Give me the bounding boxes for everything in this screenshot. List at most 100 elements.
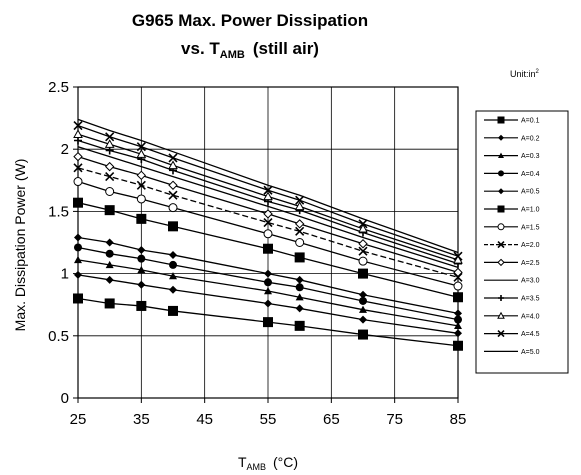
data-point-marker [169,272,177,280]
legend-label: A=4.5 [521,331,540,338]
series-line [77,180,459,287]
series-line [77,236,459,315]
data-point-marker [136,213,147,224]
data-point-marker [74,270,82,279]
data-point-marker [73,197,83,208]
data-point-marker [359,315,367,324]
y-tick-label: 0.5 [48,328,69,345]
data-point-marker [74,233,82,242]
data-point-marker [263,191,273,201]
chart-title-line2-suffix: (still air) [253,39,319,58]
y-tick-label: 0 [61,390,69,407]
data-point-marker [263,229,273,239]
series-line [77,139,459,265]
data-point-marker [104,298,115,309]
data-point-marker [358,329,368,340]
data-point-marker [263,243,273,254]
data-point-marker [73,151,83,162]
data-point-marker [169,250,177,259]
chart-title-line2-prefix: vs. T [181,39,220,58]
data-point-marker [137,245,146,254]
data-point-marker [263,218,273,228]
series-line [77,124,459,257]
data-point-marker [137,280,146,289]
data-point-marker [136,142,146,152]
legend-marker [498,295,504,301]
data-point-marker [168,153,178,163]
data-point-marker [358,268,368,279]
data-point-marker [136,170,147,181]
data-point-marker [168,221,178,232]
data-point-marker [453,267,463,278]
legend-marker [498,188,504,195]
unit-note: Unit:in2 [510,69,540,79]
series-line [77,246,459,321]
legend-label: A=3.0 [521,278,540,285]
data-point-marker [105,249,114,258]
y-axis-label: Max. Dissipation Power (W) [12,159,28,332]
data-point-marker [359,296,367,305]
data-point-marker [136,194,146,204]
legend-marker [498,170,504,177]
legend-label: A=1.5 [521,224,540,231]
data-point-marker [358,256,368,266]
data-point-marker [264,278,272,287]
x-tick-label: 85 [450,411,467,428]
series-line [77,274,459,334]
data-point-marker [73,120,83,131]
legend-label: A=0.2 [521,135,540,142]
series-line [77,202,459,298]
data-point-marker [358,239,368,249]
data-point-marker [104,139,115,148]
x-tick-label: 25 [70,411,87,428]
data-point-marker [358,246,368,256]
data-point-marker [74,255,82,264]
x-tick-label: 35 [133,411,150,428]
data-point-marker [294,201,305,211]
data-point-marker [359,305,367,313]
data-point-marker [453,340,463,351]
data-point-marker [169,285,177,294]
data-point-marker [295,293,304,301]
x-tick-label: 45 [196,411,213,428]
legend-label: A=1.0 [521,207,540,214]
x-tick-label: 55 [260,411,277,428]
data-point-marker [454,329,462,338]
data-point-marker [295,283,304,292]
data-point-marker [454,315,462,324]
legend-marker [498,152,504,158]
data-point-marker [136,149,147,158]
data-point-marker [264,287,272,295]
data-point-marker [168,160,178,170]
legend-marker [497,311,505,319]
data-point-marker [358,219,368,229]
y-tick-label: 2.5 [48,79,69,96]
legend-label: A=0.1 [521,118,540,125]
x-axis-label-sub: AMB [247,462,267,472]
data-point-marker [295,195,305,205]
data-point-marker [454,309,462,318]
data-point-marker [137,265,146,274]
data-point-marker [168,305,178,316]
data-point-marker [453,251,463,261]
unit-note-prefix: Unit:in [510,69,536,79]
series-line [77,259,459,327]
data-point-marker [263,317,273,328]
chart-title-line2-sub: AMB [220,49,245,61]
data-point-marker [168,180,178,190]
data-point-marker [359,290,367,299]
x-tick-label: 65 [323,411,340,428]
chart-title-line1: G965 Max. Power Dissipation [132,11,368,30]
x-tick-label: 75 [386,411,403,428]
legend-marker [497,116,505,124]
data-point-marker [264,269,272,278]
chart-title-line2: vs. TAMB (still air) [181,39,319,61]
data-point-marker [73,293,83,304]
data-point-marker [295,238,305,247]
series-line [77,297,459,347]
y-tick-label: 2 [61,141,69,158]
data-point-marker [105,186,115,196]
data-point-marker [136,180,146,190]
legend-label: A=2.5 [521,260,540,267]
